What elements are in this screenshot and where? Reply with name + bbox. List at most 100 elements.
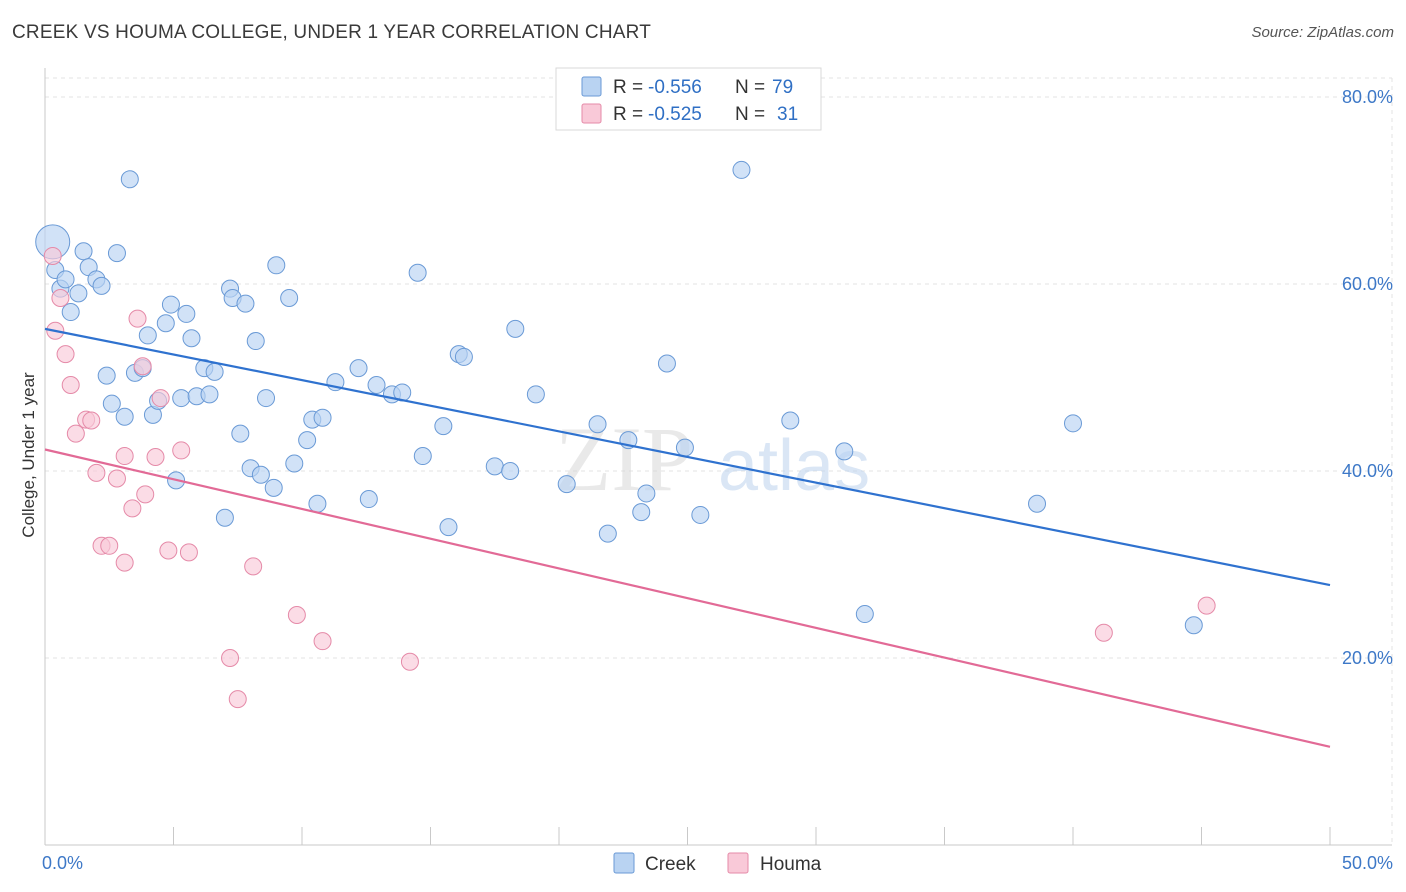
point-creek-29 — [205, 362, 224, 381]
chart-title: CREEK VS HOUMA COLLEGE, UNDER 1 YEAR COR… — [12, 22, 651, 43]
axes — [44, 68, 1392, 846]
point-creek-69 — [657, 354, 676, 373]
series-legend-label-creek: Creek — [645, 854, 696, 875]
point-houma-12 — [115, 447, 134, 466]
point-houma-5 — [66, 424, 85, 443]
stats-legend-r-label-houma: R = — [613, 104, 643, 125]
point-creek-10 — [97, 366, 116, 385]
point-creek-67 — [632, 503, 651, 522]
stats-legend: R = -0.556 N = 79 R = -0.525 N = 31 — [555, 67, 822, 131]
point-creek-43 — [298, 431, 317, 450]
point-houma-11 — [107, 469, 126, 488]
point-creek-54 — [413, 447, 432, 466]
point-creek-5 — [69, 284, 88, 303]
point-houma-7 — [82, 411, 101, 430]
point-creek-71 — [691, 505, 710, 524]
point-creek-75 — [855, 605, 874, 624]
point-creek-41 — [280, 289, 299, 308]
stats-legend-n-label-houma: N = — [735, 104, 765, 125]
stats-legend-swatch-creek — [581, 76, 602, 97]
point-houma-0 — [43, 246, 62, 265]
watermark-atlas: atlas — [718, 426, 870, 506]
x-tick-label-0: 0.0% — [42, 853, 83, 873]
point-creek-21 — [161, 295, 180, 314]
point-creek-23 — [172, 389, 191, 408]
point-creek-9 — [92, 276, 111, 295]
source-label: Source: ZipAtlas.com — [1251, 24, 1394, 41]
point-creek-45 — [308, 494, 327, 513]
point-creek-68 — [637, 484, 656, 503]
point-creek-61 — [506, 319, 525, 338]
point-creek-14 — [120, 170, 139, 189]
x-tick-label-1: 50.0% — [1342, 853, 1393, 873]
x-tick-labels: 0.0% 50.0% — [42, 853, 1393, 873]
point-creek-55 — [434, 417, 453, 436]
point-houma-14 — [123, 499, 142, 518]
point-creek-3 — [56, 270, 75, 289]
y-axis-label: College, Under 1 year — [19, 372, 38, 538]
point-houma-20 — [159, 541, 178, 560]
watermark-zip: ZIP — [555, 408, 693, 510]
point-houma-8 — [87, 463, 106, 482]
trend-lines — [44, 327, 1331, 748]
stats-legend-swatch-houma — [581, 103, 602, 124]
point-creek-50 — [367, 375, 386, 394]
point-creek-4 — [61, 303, 80, 322]
point-creek-63 — [557, 475, 576, 494]
point-creek-76 — [1028, 494, 1047, 513]
point-houma-22 — [179, 543, 198, 562]
point-creek-59 — [485, 457, 504, 476]
point-creek-49 — [359, 490, 378, 509]
point-houma-18 — [146, 447, 165, 466]
point-creek-24 — [177, 304, 196, 323]
y-tick-label-1: 40.0% — [1342, 461, 1393, 481]
data-points — [35, 160, 1216, 709]
point-creek-46 — [313, 408, 332, 427]
point-creek-12 — [107, 244, 126, 263]
point-creek-30 — [215, 508, 234, 527]
point-creek-37 — [251, 465, 270, 484]
point-houma-2 — [51, 289, 70, 308]
stats-legend-n-label-creek: N = — [735, 77, 765, 98]
point-houma-28 — [400, 652, 419, 671]
stats-legend-n-value-houma: 31 — [777, 104, 798, 125]
point-creek-13 — [115, 407, 134, 426]
series-houma — [43, 246, 1216, 709]
point-creek-60 — [501, 462, 520, 480]
y-tick-labels: 20.0% 40.0% 60.0% 80.0% — [1342, 87, 1393, 668]
point-creek-62 — [526, 385, 545, 404]
point-creek-25 — [182, 329, 201, 348]
stats-legend-r-value-houma: -0.525 — [648, 104, 702, 125]
y-tick-label-2: 60.0% — [1342, 274, 1393, 294]
series-legend-swatch-creek — [613, 852, 635, 874]
point-houma-27 — [313, 632, 332, 651]
point-creek-40 — [267, 256, 286, 275]
point-creek-70 — [675, 438, 694, 457]
series-legend-swatch-houma — [727, 852, 749, 874]
point-creek-39 — [264, 478, 283, 497]
point-houma-25 — [244, 557, 263, 576]
point-houma-24 — [228, 690, 247, 709]
point-creek-64 — [588, 415, 607, 434]
point-creek-11 — [102, 394, 121, 413]
point-creek-73 — [781, 411, 800, 430]
point-creek-58 — [454, 347, 473, 366]
series-legend: Creek Houma — [613, 852, 822, 875]
point-creek-36 — [246, 332, 265, 351]
trend-line-creek — [44, 327, 1331, 587]
point-houma-17 — [136, 485, 155, 504]
point-creek-65 — [598, 524, 617, 543]
point-houma-15 — [128, 309, 147, 328]
point-houma-10 — [100, 536, 119, 555]
point-creek-33 — [231, 424, 250, 443]
point-houma-30 — [1197, 596, 1216, 615]
point-houma-23 — [221, 649, 240, 667]
point-creek-74 — [835, 442, 854, 461]
stats-legend-n-value-creek: 79 — [772, 77, 793, 98]
point-houma-16 — [133, 357, 152, 376]
stats-legend-r-value-creek: -0.556 — [648, 77, 702, 98]
point-creek-38 — [257, 389, 276, 408]
point-creek-72 — [732, 160, 751, 179]
point-creek-17 — [138, 326, 157, 345]
